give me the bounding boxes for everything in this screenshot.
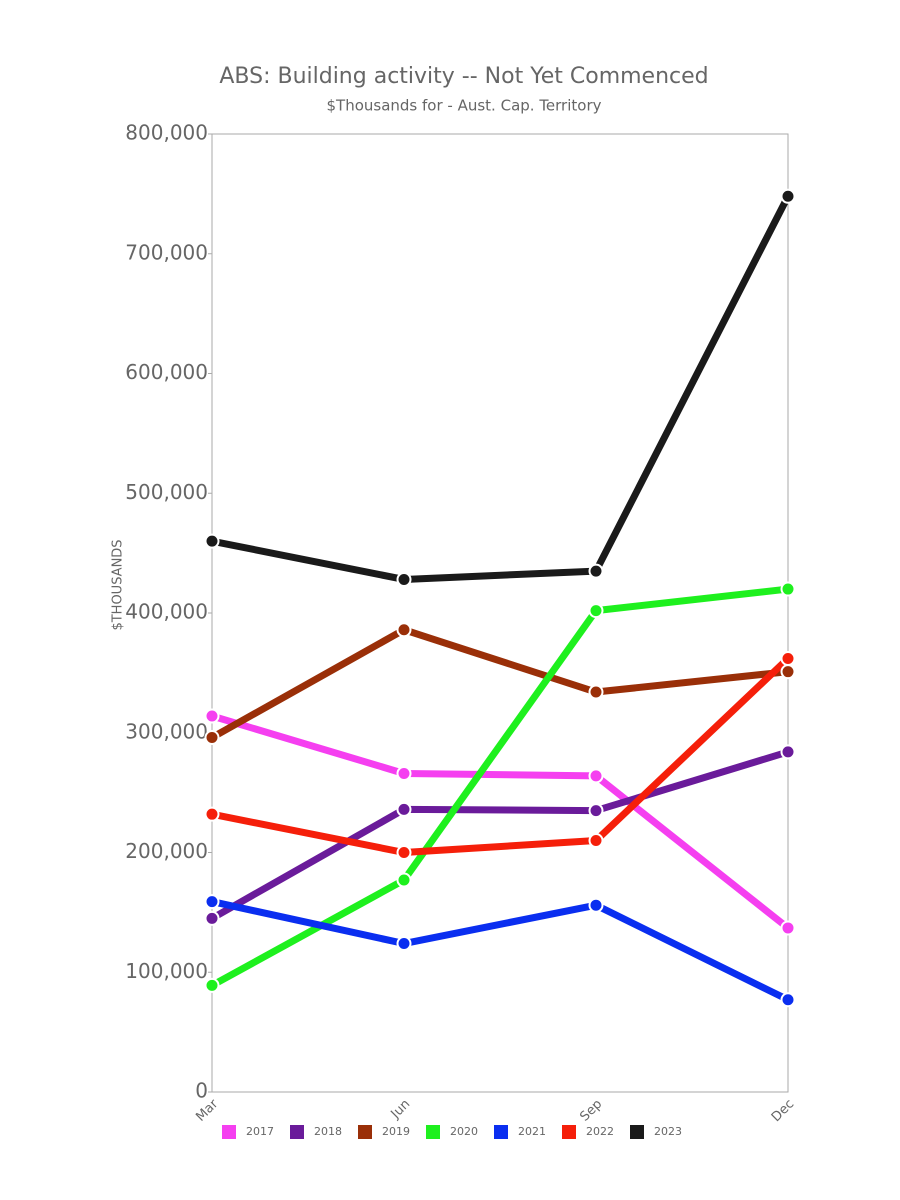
- legend-label: 2021: [518, 1125, 546, 1138]
- series-line: [210, 626, 789, 741]
- legend-swatch: [494, 1125, 508, 1139]
- series-line: [210, 748, 790, 922]
- data-point: [588, 803, 604, 819]
- data-point: [204, 730, 220, 746]
- data-point: [780, 664, 796, 680]
- data-point: [780, 188, 796, 204]
- y-tick-label: 600,000: [125, 360, 208, 384]
- data-point: [204, 708, 220, 724]
- data-point: [204, 977, 220, 993]
- plot-frame: [211, 133, 789, 1093]
- legend-swatch: [290, 1125, 304, 1139]
- data-point: [204, 806, 220, 822]
- data-point: [204, 894, 220, 910]
- data-point: [588, 563, 604, 579]
- legend-label: 2022: [586, 1125, 614, 1138]
- data-point: [588, 684, 604, 700]
- legend-label: 2019: [382, 1125, 410, 1138]
- chart-subtitle: $Thousands for - Aust. Cap. Territory: [327, 97, 602, 115]
- y-tick-label: 800,000: [125, 121, 208, 145]
- x-tick-label: Jun: [388, 1097, 414, 1123]
- y-tick-label: 300,000: [125, 719, 208, 743]
- legend-label: 2023: [654, 1125, 682, 1138]
- data-point: [588, 897, 604, 913]
- y-tick-label: 500,000: [125, 480, 208, 504]
- legend-swatch: [358, 1125, 372, 1139]
- data-point: [396, 845, 412, 860]
- data-point: [780, 920, 796, 936]
- data-point: [204, 910, 220, 926]
- series-line: [210, 585, 789, 989]
- data-point: [396, 622, 412, 638]
- data-point: [780, 992, 796, 1008]
- y-tick-label: 200,000: [125, 839, 208, 863]
- data-point: [396, 936, 412, 952]
- legend-label: 2017: [246, 1125, 274, 1138]
- legend-swatch: [222, 1125, 236, 1139]
- y-tick-label: 100,000: [125, 959, 208, 983]
- data-point: [780, 581, 796, 597]
- series-line: [211, 655, 791, 856]
- legend-label: 2018: [314, 1125, 342, 1138]
- data-point: [396, 801, 412, 817]
- series-line: [211, 898, 790, 1003]
- series-line: [210, 712, 791, 931]
- y-tick-label: 400,000: [125, 600, 208, 624]
- x-tick-label: Dec: [769, 1097, 797, 1125]
- data-point: [396, 765, 412, 781]
- data-point: [588, 768, 604, 784]
- series-line: [211, 194, 792, 583]
- data-point: [588, 603, 604, 619]
- data-point: [780, 744, 796, 760]
- data-point: [204, 533, 220, 549]
- y-tick-label: 0: [195, 1079, 208, 1103]
- data-point: [396, 571, 412, 587]
- x-tick-label: Sep: [577, 1097, 605, 1125]
- data-point: [588, 833, 604, 849]
- y-axis-label: $THOUSANDS: [111, 539, 126, 630]
- legend-swatch: [426, 1125, 440, 1139]
- legend-swatch: [562, 1125, 576, 1139]
- y-tick-label: 700,000: [125, 240, 208, 264]
- legend-label: 2020: [450, 1125, 478, 1138]
- data-point: [780, 651, 796, 667]
- legend-swatch: [630, 1125, 644, 1139]
- data-point: [396, 872, 412, 888]
- chart-title: ABS: Building activity -- Not Yet Commen…: [219, 64, 708, 89]
